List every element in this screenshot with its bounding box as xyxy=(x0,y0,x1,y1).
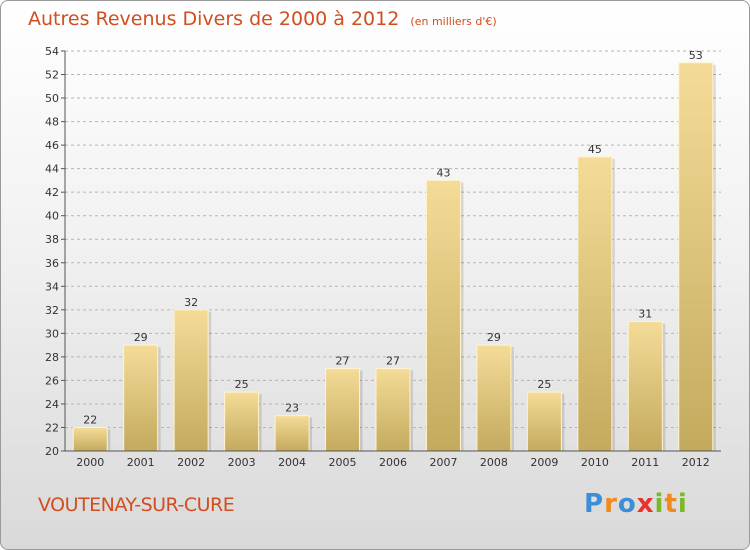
y-tick-label: 50 xyxy=(45,92,59,105)
x-tick-label: 2010 xyxy=(581,456,609,469)
y-tick-label: 22 xyxy=(45,421,59,434)
y-tick-label: 52 xyxy=(45,69,59,82)
y-tick-label: 38 xyxy=(45,233,59,246)
bar xyxy=(72,426,108,452)
y-tick-label: 20 xyxy=(45,445,59,458)
logo-letter: P xyxy=(584,489,605,519)
data-label: 27 xyxy=(386,355,400,368)
data-label: 29 xyxy=(487,331,501,344)
data-label: 45 xyxy=(588,143,602,156)
data-label: 25 xyxy=(235,378,249,391)
y-tick-label: 40 xyxy=(45,210,59,223)
data-label: 31 xyxy=(638,308,652,321)
logo-letter: r xyxy=(604,489,618,519)
x-tick-label: 2009 xyxy=(530,456,558,469)
y-tick-label: 48 xyxy=(45,116,59,129)
x-tick-label: 2001 xyxy=(127,456,155,469)
y-tick-label: 46 xyxy=(45,139,59,152)
logo-letter: x xyxy=(636,489,655,519)
location-label: VOUTENAY-SUR-CURE xyxy=(38,494,235,516)
data-label: 43 xyxy=(436,166,450,179)
y-tick-label: 54 xyxy=(45,45,59,58)
bar xyxy=(173,309,209,452)
logo-letter: o xyxy=(617,489,637,519)
x-axis: 2000 2001 2002 2003 2004 2005 2006 2007 2008 2009… xyxy=(65,450,721,469)
x-tick-label: 2003 xyxy=(228,456,256,469)
y-tick-label: 36 xyxy=(45,257,59,270)
bar xyxy=(526,391,562,452)
y-tick-label: 30 xyxy=(45,327,59,340)
bar xyxy=(274,415,310,452)
x-tick-label: 2000 xyxy=(76,456,104,469)
x-tick-label: 2011 xyxy=(631,456,659,469)
bar xyxy=(577,156,613,452)
logo-letter: i xyxy=(654,489,665,519)
data-label: 29 xyxy=(134,331,148,344)
logo-letter: t xyxy=(664,489,678,519)
chart-subtitle: (en milliers d'€) xyxy=(410,15,497,28)
y-tick-label: 24 xyxy=(45,398,59,411)
x-tick-label: 2005 xyxy=(329,456,357,469)
proxiti-logo[interactable]: Proxiti xyxy=(584,489,688,519)
y-axis: 20 22 24 26 28 30 32 34 36 38 40 42 44 46 48 50 52 54 xyxy=(45,45,66,458)
data-label: 23 xyxy=(285,402,299,415)
y-tick-label: 44 xyxy=(45,163,59,176)
y-tick-label: 32 xyxy=(45,304,59,317)
data-label: 25 xyxy=(537,378,551,391)
data-label: 22 xyxy=(83,413,97,426)
y-tick-label: 28 xyxy=(45,351,59,364)
bar xyxy=(678,62,714,452)
x-tick-label: 2008 xyxy=(480,456,508,469)
y-tick-label: 42 xyxy=(45,186,59,199)
title-block: Autres Revenus Divers de 2000 à 2012 (en… xyxy=(28,8,497,30)
logo-letter: i xyxy=(677,489,688,519)
bar xyxy=(476,344,512,452)
y-tick-label: 26 xyxy=(45,374,59,387)
x-tick-label: 2002 xyxy=(177,456,205,469)
bar xyxy=(123,344,159,452)
bar xyxy=(325,368,361,452)
x-tick-label: 2012 xyxy=(682,456,710,469)
x-tick-label: 2006 xyxy=(379,456,407,469)
x-tick-label: 2007 xyxy=(429,456,457,469)
chart-title: Autres Revenus Divers de 2000 à 2012 xyxy=(28,8,400,30)
bar xyxy=(425,179,461,452)
bar xyxy=(627,321,663,452)
data-label: 32 xyxy=(184,296,198,309)
data-label: 53 xyxy=(689,49,703,62)
bar xyxy=(375,368,411,452)
y-tick-label: 34 xyxy=(45,280,59,293)
data-label: 27 xyxy=(336,355,350,368)
bar xyxy=(224,391,260,452)
bars: 22 29 32 25 23 27 27 43 29 25 45 31 53 xyxy=(72,49,716,452)
x-tick-label: 2004 xyxy=(278,456,306,469)
